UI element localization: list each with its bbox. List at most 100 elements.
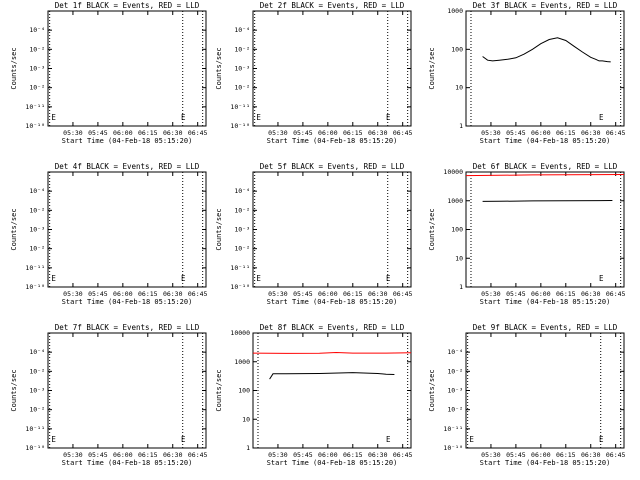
y-tick-label: 10⁻³ <box>234 65 250 73</box>
plot-title: Det 7f BLACK = Events, RED = LLD <box>55 323 200 332</box>
y-tick-label: 10 <box>455 254 463 262</box>
y-tick-label: 1 <box>459 122 463 130</box>
x-tick-label: 06:15 <box>343 290 363 298</box>
y-tick-label: 10⁻³ <box>447 387 463 395</box>
x-axis-title: Start Time (04-Feb-18 05:15:20) <box>62 459 193 467</box>
event-marker: E <box>386 435 391 444</box>
y-tick-label: 1000 <box>447 197 463 205</box>
x-tick-label: 06:45 <box>606 129 626 137</box>
y-tick-label: 10⁻³ <box>234 226 250 234</box>
y-axis-title: Counts/sec <box>215 47 223 89</box>
x-tick-label: 06:15 <box>556 129 576 137</box>
y-tick-label: 10⁻³ <box>29 387 45 395</box>
series-line-lld <box>252 351 412 354</box>
x-tick-label: 06:00 <box>531 290 551 298</box>
y-tick-label: 10⁻⁴ <box>29 348 45 356</box>
y-tick-label: 100 <box>238 387 250 395</box>
y-tick-label: 10⁻² <box>234 45 250 53</box>
series-line-lld <box>465 174 625 177</box>
x-tick-label: 06:30 <box>368 451 388 459</box>
series-line-events <box>482 200 613 202</box>
x-tick-label: 06:30 <box>581 290 601 298</box>
x-tick-label: 06:00 <box>113 129 133 137</box>
x-tick-label: 05:45 <box>506 451 526 459</box>
x-tick-label: 05:30 <box>481 451 501 459</box>
x-tick-label: 05:45 <box>506 290 526 298</box>
y-tick-label: 10000 <box>443 168 463 176</box>
plot-frame <box>465 10 625 127</box>
x-tick-label: 06:15 <box>138 451 158 459</box>
x-tick-label: 05:30 <box>63 451 83 459</box>
event-marker: E <box>181 113 186 122</box>
y-tick-label: 10⁻² <box>234 245 250 253</box>
plot-title: Det 6f BLACK = Events, RED = LLD <box>473 162 618 171</box>
x-axis-title: Start Time (04-Feb-18 05:15:20) <box>267 137 398 145</box>
x-tick-label: 05:30 <box>481 129 501 137</box>
plot-title: Det 1f BLACK = Events, RED = LLD <box>55 1 200 10</box>
x-tick-label: 06:45 <box>393 290 413 298</box>
y-tick-label: 10⁻² <box>234 84 250 92</box>
series-line-events <box>269 372 395 380</box>
y-tick-label: 10⁻¹⁰ <box>25 283 45 291</box>
y-tick-label: 10⁻⁴ <box>234 26 250 34</box>
x-tick-label: 06:30 <box>581 129 601 137</box>
y-tick-label: 10⁻³ <box>29 226 45 234</box>
plot-title: Det 3f BLACK = Events, RED = LLD <box>473 1 618 10</box>
y-tick-label: 10 <box>455 84 463 92</box>
y-tick-label: 10⁻¹⁰ <box>25 122 45 130</box>
x-tick-label: 05:30 <box>481 290 501 298</box>
x-tick-label: 06:45 <box>393 451 413 459</box>
x-tick-label: 06:45 <box>606 451 626 459</box>
x-tick-label: 06:30 <box>163 451 183 459</box>
event-marker: E <box>51 113 56 122</box>
y-tick-label: 10⁻¹⁰ <box>25 444 45 452</box>
event-marker: E <box>51 435 56 444</box>
x-tick-label: 06:00 <box>531 451 551 459</box>
event-marker: E <box>386 274 391 283</box>
x-tick-label: 05:30 <box>63 129 83 137</box>
plot-det-9: Det 9f BLACK = Events, RED = LLD 10⁻¹⁰ 10⁻… <box>428 323 626 467</box>
y-axis-title: Counts/sec <box>10 208 18 250</box>
y-tick-label: 10⁻² <box>29 245 45 253</box>
plot-det-6: Det 6f BLACK = Events, RED = LLD10000100… <box>428 162 626 306</box>
plot-frame <box>252 332 412 449</box>
x-tick-label: 05:30 <box>63 290 83 298</box>
event-marker: E <box>469 435 474 444</box>
plot-det-4: Det 4f BLACK = Events, RED = LLD 10⁻¹⁰ 10⁻… <box>10 162 208 306</box>
y-tick-label: 10⁻² <box>29 406 45 414</box>
x-tick-label: 05:45 <box>293 129 313 137</box>
x-tick-label: 05:45 <box>293 290 313 298</box>
x-tick-label: 06:15 <box>138 129 158 137</box>
y-axis-title: Counts/sec <box>215 369 223 411</box>
plot-title: Det 9f BLACK = Events, RED = LLD <box>473 323 618 332</box>
y-tick-label: 10⁻² <box>29 367 45 375</box>
x-tick-label: 05:45 <box>88 290 108 298</box>
plot-title: Det 8f BLACK = Events, RED = LLD <box>260 323 405 332</box>
y-tick-label: 1 <box>246 444 250 452</box>
plot-det-8: Det 8f BLACK = Events, RED = LLD 10000 100… <box>215 323 413 467</box>
x-tick-label: 06:00 <box>113 451 133 459</box>
x-tick-label: 06:45 <box>393 129 413 137</box>
y-tick-label: 10⁻² <box>447 406 463 414</box>
y-tick-label: 10⁻⁴ <box>447 348 463 356</box>
event-marker: E <box>256 113 261 122</box>
y-tick-label: 10000 <box>230 329 250 337</box>
plot-det-1: Det 1f BLACK = Events, RED = LLD 10⁻¹⁰ 10⁻… <box>10 1 208 145</box>
x-tick-label: 06:45 <box>188 290 208 298</box>
y-tick-label: 10⁻¹¹ <box>230 103 250 111</box>
series-line-events <box>482 37 611 63</box>
x-tick-label: 05:45 <box>88 129 108 137</box>
y-tick-label: 10⁻¹¹ <box>25 425 45 433</box>
y-tick-label: 10⁻³ <box>29 65 45 73</box>
plot-title: Det 4f BLACK = Events, RED = LLD <box>55 162 200 171</box>
event-marker: E <box>386 113 391 122</box>
x-tick-label: 05:45 <box>506 129 526 137</box>
y-tick-label: 1000 <box>234 358 250 366</box>
event-marker: E <box>51 274 56 283</box>
x-tick-label: 05:30 <box>268 290 288 298</box>
y-axis-title: Counts/sec <box>10 369 18 411</box>
y-tick-label: 10⁻¹¹ <box>25 103 45 111</box>
x-tick-label: 06:00 <box>318 451 338 459</box>
y-axis-title: Counts/sec <box>428 47 436 89</box>
